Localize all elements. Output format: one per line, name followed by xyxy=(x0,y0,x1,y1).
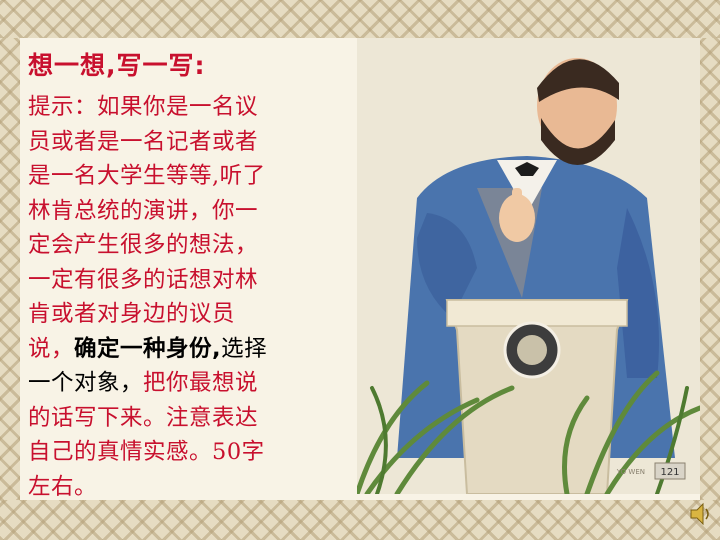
prompt-text-part-3: 一个对象， xyxy=(28,370,144,396)
decorative-border-bottom xyxy=(0,500,720,540)
prompt-text-part-2: 选择 xyxy=(221,335,268,362)
decorative-border-top xyxy=(0,0,720,38)
prompt-highlight-identity: 确定一种身份, xyxy=(74,335,222,362)
prompt-text-part-4: 把你最想说 的话写下来。注意表达 自己的真情实感。50字 左右。 xyxy=(28,370,265,500)
speaker-icon[interactable] xyxy=(688,500,712,528)
lincoln-illustration: 121 YO WEN xyxy=(357,38,700,494)
decorative-border-right xyxy=(700,38,720,500)
illustration-page-number: 121 xyxy=(660,467,679,478)
slide-title: 想一想,写一写: xyxy=(28,51,206,80)
illustration-watermark: YO WEN xyxy=(616,468,645,476)
writing-prompt: 提示：如果你是一名议 员或者是一名记者或者 是一名大学生等等,听了 林肯总统的演… xyxy=(28,90,328,504)
prompt-text-part-1: 提示：如果你是一名议 员或者是一名记者或者 是一名大学生等等,听了 林肯总统的演… xyxy=(28,94,266,362)
decorative-border-left xyxy=(0,38,20,500)
